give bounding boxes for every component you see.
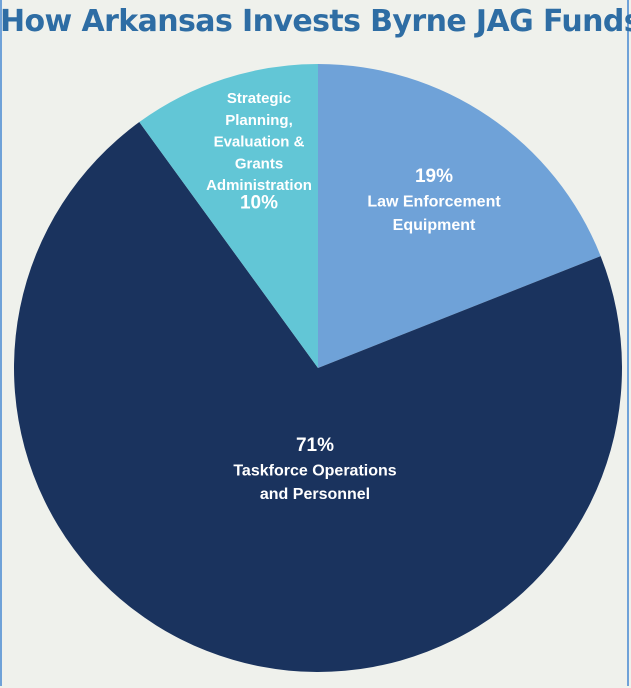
slice-category-label: Grants	[235, 155, 283, 172]
slice-category-label: and Personnel	[260, 486, 370, 503]
slice-value-label: 10%	[240, 192, 278, 213]
slice-category-label: Taskforce Operations	[233, 463, 396, 480]
slice-category-label: Evaluation &	[214, 134, 305, 151]
slice-category-label: Law Enforcement	[367, 194, 501, 211]
slice-category-label: Planning,	[225, 112, 293, 129]
slice-category-label: Equipment	[393, 217, 476, 234]
slice-value-label: 19%	[415, 166, 453, 187]
pie-slice-3	[139, 64, 318, 368]
slice-category-label: Strategic	[227, 90, 291, 107]
slice-value-label: 71%	[296, 435, 334, 456]
pie-slice-1	[318, 64, 601, 368]
pie-slice-2	[14, 122, 623, 672]
slice-category-label: Administration	[206, 177, 312, 194]
chart-title: How Arkansas Invests Byrne JAG Funds	[0, 4, 631, 39]
